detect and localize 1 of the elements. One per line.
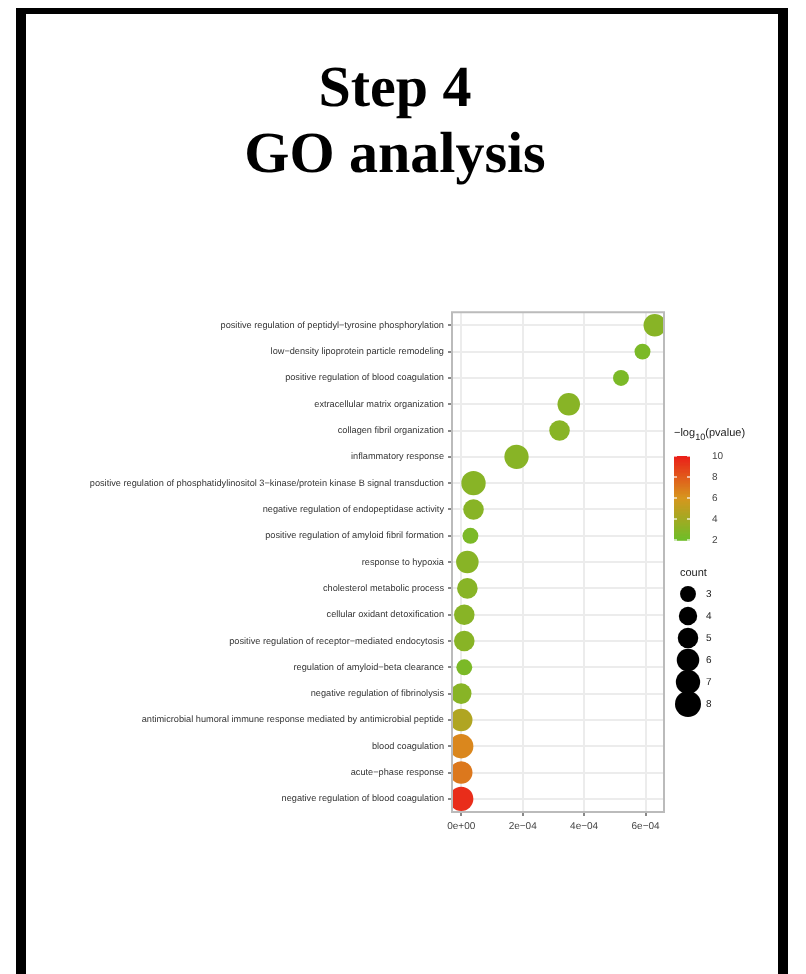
chart-title: Step 4 GO analysis xyxy=(242,56,548,188)
